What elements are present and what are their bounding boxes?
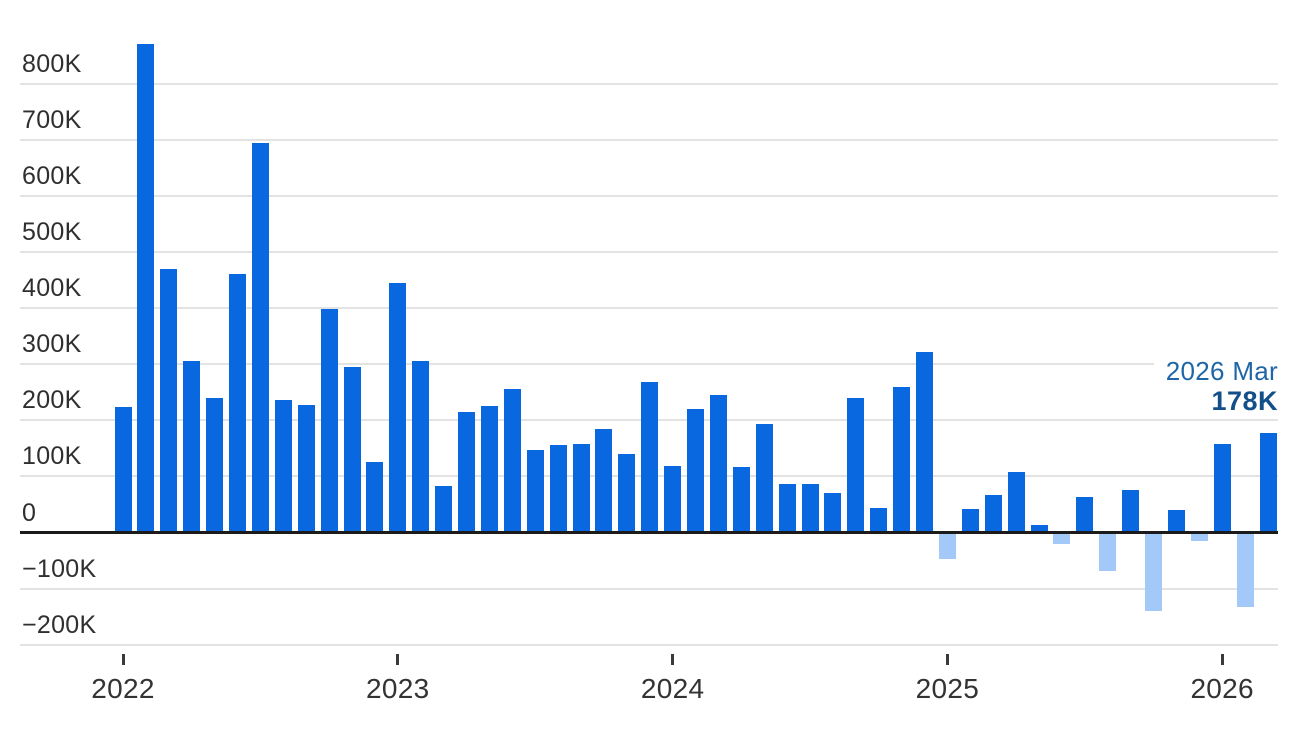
bar bbox=[755, 424, 773, 533]
annotation-value-label: 178K bbox=[1153, 386, 1278, 416]
x-axis-year-label: 2026 bbox=[1190, 673, 1254, 704]
gridline bbox=[20, 82, 1278, 85]
x-axis-tick bbox=[945, 654, 949, 665]
bar bbox=[1259, 432, 1277, 533]
bar bbox=[618, 453, 636, 533]
bar bbox=[1076, 496, 1094, 533]
bar bbox=[343, 367, 361, 533]
bar bbox=[709, 395, 727, 533]
bar bbox=[412, 360, 430, 533]
bar bbox=[526, 450, 544, 533]
bar bbox=[595, 428, 613, 533]
bar bbox=[549, 444, 567, 533]
bar bbox=[664, 466, 682, 533]
bar bbox=[1030, 525, 1048, 533]
bar bbox=[297, 405, 315, 533]
bar bbox=[1236, 534, 1254, 607]
x-axis-tick bbox=[396, 654, 400, 665]
bar bbox=[389, 283, 407, 533]
bar bbox=[229, 274, 246, 533]
bar bbox=[916, 351, 933, 533]
bar bbox=[1190, 534, 1208, 542]
bar bbox=[893, 386, 911, 533]
zero-axis-line bbox=[20, 531, 1278, 534]
last-point-annotation: 2026 Mar 178K bbox=[1153, 356, 1278, 416]
bar bbox=[114, 406, 132, 533]
y-axis-label: 500K bbox=[22, 218, 82, 246]
x-axis-year-label: 2023 bbox=[366, 673, 430, 704]
bar bbox=[320, 309, 338, 533]
gridline bbox=[20, 194, 1278, 197]
bar bbox=[938, 534, 956, 560]
annotation-date-label: 2026 Mar bbox=[1153, 356, 1278, 386]
x-axis-tick bbox=[1220, 654, 1224, 665]
gridline bbox=[20, 251, 1278, 253]
bar bbox=[160, 268, 178, 533]
bar bbox=[824, 493, 842, 533]
bar bbox=[847, 398, 865, 533]
x-axis-tick bbox=[121, 654, 125, 665]
x-axis-year-label: 2024 bbox=[640, 673, 705, 704]
gridline bbox=[20, 138, 1278, 141]
bar bbox=[1167, 510, 1185, 533]
bar bbox=[641, 382, 659, 533]
y-axis-label: 200K bbox=[22, 386, 82, 415]
bar bbox=[1099, 534, 1117, 572]
bar bbox=[870, 507, 888, 533]
bar bbox=[687, 408, 704, 533]
y-axis-label: 400K bbox=[22, 274, 82, 303]
gridline bbox=[20, 587, 1278, 590]
bar bbox=[503, 388, 521, 533]
y-axis-label: −100K bbox=[22, 554, 97, 583]
x-axis-year-label: 2025 bbox=[915, 673, 980, 704]
bar bbox=[274, 399, 292, 533]
bar bbox=[183, 361, 201, 533]
bar bbox=[1053, 534, 1071, 545]
bar bbox=[572, 444, 590, 533]
bar bbox=[366, 461, 384, 533]
gridline bbox=[20, 643, 1278, 646]
bar bbox=[480, 405, 498, 533]
gridline bbox=[20, 363, 1278, 366]
bar bbox=[137, 44, 155, 533]
bar bbox=[801, 483, 819, 533]
bar bbox=[435, 486, 453, 533]
bar bbox=[1122, 490, 1140, 533]
y-axis-label: 300K bbox=[22, 330, 82, 359]
bar bbox=[778, 484, 796, 533]
x-axis-year-label: 2022 bbox=[91, 673, 155, 704]
y-axis-label: −200K bbox=[22, 610, 97, 639]
x-axis-tick bbox=[671, 654, 675, 665]
y-axis-label: 0 bbox=[22, 498, 37, 527]
gridline bbox=[20, 307, 1278, 310]
bar bbox=[1145, 534, 1162, 612]
y-axis-label: 800K bbox=[22, 49, 82, 78]
bar bbox=[458, 411, 475, 533]
bar bbox=[1007, 472, 1025, 533]
bar bbox=[251, 142, 269, 533]
bar bbox=[984, 494, 1002, 533]
bar bbox=[961, 509, 979, 533]
bar bbox=[1213, 443, 1231, 533]
y-axis-label: 100K bbox=[22, 442, 82, 471]
bar bbox=[732, 466, 750, 533]
y-axis-label: 600K bbox=[22, 161, 82, 190]
bar bbox=[206, 397, 224, 533]
y-axis-label: 700K bbox=[22, 105, 82, 134]
